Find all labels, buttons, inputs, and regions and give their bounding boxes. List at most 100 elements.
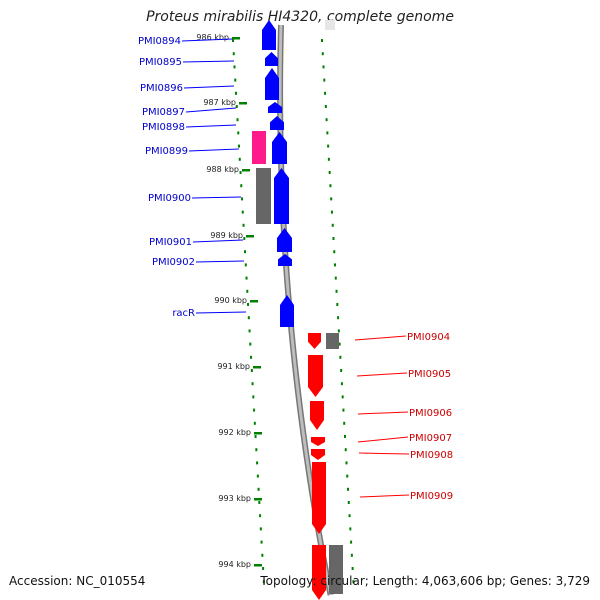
left-rail-dot (254, 435, 257, 438)
left-rail-dot (261, 553, 264, 557)
right-rail-dot (343, 421, 346, 425)
left-rail-dot (242, 223, 245, 227)
forward-gene-label[interactable]: PMI0894 (138, 36, 181, 47)
right-rail-dot (330, 197, 333, 201)
reverse-gene-label[interactable]: PMI0909 (410, 491, 453, 502)
left-rail-dot (257, 487, 260, 491)
gene-labels[interactable]: PMI0894 PMI0895 PMI0896 PMI0897 PMI0898 PMI08… (138, 36, 453, 502)
right-rail-dot (351, 567, 354, 570)
scale-tick-mark (254, 564, 262, 567)
left-rail-dot (246, 289, 249, 293)
reverse-leader-line (357, 436, 409, 443)
forward-gene-arrow (265, 68, 279, 100)
left-rail-dot (244, 263, 247, 267)
left-rail-dot (253, 421, 256, 425)
scale-tick-label: 994 kbp (218, 560, 251, 569)
reverse-gene-arrow (308, 355, 323, 397)
right-rail-dot (337, 329, 340, 333)
forward-gene-label[interactable]: PMI0896 (140, 83, 183, 94)
left-rail-dot (238, 144, 241, 148)
right-rail-dot (344, 448, 347, 452)
forward-gene-label[interactable]: PMI0902 (152, 257, 195, 268)
right-rail-dot (325, 118, 328, 122)
reverse-gene-label[interactable]: PMI0908 (410, 450, 453, 461)
right-rail-dot (336, 303, 339, 306)
tick-dots (232, 39, 355, 584)
scale-tick-mark (242, 169, 250, 172)
misc-feature (326, 333, 339, 349)
right-rail-dot (332, 237, 335, 240)
left-rail-dot (244, 250, 247, 254)
right-rail-dot (342, 408, 345, 412)
reverse-gene-arrow (310, 401, 324, 430)
forward-gene-arrow (268, 102, 282, 113)
scale-tick-label: 990 kbp (214, 296, 247, 305)
map-title: Proteus mirabilis HI4320, complete genom… (146, 9, 454, 25)
left-rail-dot (259, 527, 262, 531)
forward-gene-label[interactable]: PMI0901 (149, 237, 192, 248)
left-rail-dot (241, 210, 244, 214)
left-rail-dot (248, 329, 251, 333)
forward-gene-label[interactable]: racR (172, 308, 195, 319)
right-rail-dot (345, 461, 348, 465)
left-rail-dot (247, 303, 250, 306)
reverse-gene-label[interactable]: PMI0906 (409, 408, 452, 419)
left-rail-dot (255, 448, 258, 452)
reverse-gene-label[interactable]: PMI0907 (409, 433, 452, 444)
right-rail-dot (339, 355, 342, 359)
right-rail-dot (334, 263, 337, 267)
forward-gene-arrow (277, 228, 292, 252)
reverse-gene-label[interactable]: PMI0904 (407, 332, 450, 343)
misc-feature (329, 545, 343, 594)
forward-gene-label[interactable]: PMI0899 (145, 146, 188, 157)
reverse-gene-arrow (312, 545, 326, 600)
left-rail-dot (240, 184, 243, 188)
left-rail-dot (259, 514, 262, 518)
right-rail-dot (347, 501, 350, 504)
right-rail-dot (346, 474, 349, 478)
right-rail-dot (330, 210, 333, 214)
reverse-gene-label[interactable]: PMI0905 (408, 369, 451, 380)
scale-tick-mark (254, 498, 262, 501)
forward-gene-label[interactable]: PMI0895 (139, 57, 182, 68)
reverse-gene-arrow (308, 333, 321, 349)
scale-tick-label: 991 kbp (217, 362, 250, 371)
left-rail-dot (233, 65, 236, 69)
left-rail-dot (232, 52, 235, 56)
left-rail-dot (252, 395, 255, 399)
right-rail-dot (323, 78, 326, 82)
right-rail-dot (350, 553, 353, 557)
forward-leader-line (185, 124, 237, 128)
forward-gene-arrow (280, 295, 294, 327)
left-rail-dot (256, 474, 259, 478)
forward-leader-line (181, 38, 233, 42)
forward-gene-label[interactable]: PMI0898 (142, 122, 185, 133)
forward-leader-line (191, 196, 242, 199)
left-rail-dot (241, 197, 244, 201)
forward-leader-line (195, 260, 245, 263)
reverse-gene-arrow (311, 437, 325, 446)
forward-gene-label[interactable]: PMI0900 (148, 193, 191, 204)
right-rail-dot (341, 395, 344, 399)
forward-leader-line (183, 85, 235, 89)
accession-text: Accession: NC_010554 (9, 574, 146, 588)
right-rail-dot (350, 540, 353, 544)
scale-tick-mark (246, 235, 254, 238)
left-rail-dot (238, 157, 241, 161)
right-rail-dot (335, 289, 338, 293)
reverse-leader-line (354, 335, 407, 341)
left-rail-dot (260, 540, 263, 544)
forward-gene-label[interactable]: PMI0897 (142, 107, 185, 118)
forward-gene-arrow (265, 52, 278, 66)
scale-tick-label: 987 kbp (203, 98, 236, 107)
left-rail-dot (243, 237, 246, 240)
left-rail-dot (251, 382, 254, 386)
right-rail-dot (349, 527, 352, 531)
left-rail-dot (245, 276, 248, 280)
topology-text: Topology: circular; Length: 4,063,606 bp… (260, 574, 590, 588)
left-rail-dot (234, 78, 237, 82)
left-rail-dot (249, 342, 252, 346)
forward-leader-line (182, 60, 235, 63)
right-rail-dot (324, 105, 327, 108)
